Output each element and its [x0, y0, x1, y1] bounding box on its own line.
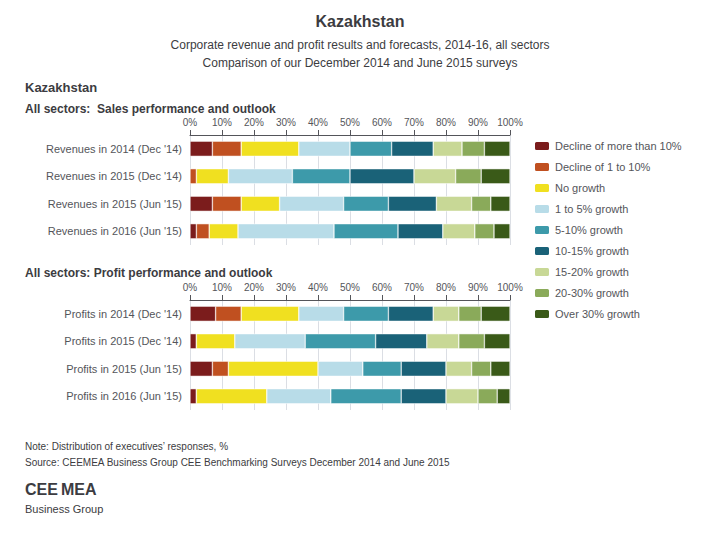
svg-text:100%: 100% — [497, 117, 523, 128]
svg-text:No growth: No growth — [555, 182, 605, 194]
svg-text:Corporate revenue and profit r: Corporate revenue and profit results and… — [171, 38, 550, 52]
svg-text:50%: 50% — [340, 117, 360, 128]
svg-text:Profits in 2016 (Jun '15): Profits in 2016 (Jun '15) — [66, 390, 182, 402]
svg-text:60%: 60% — [372, 117, 392, 128]
svg-text:5-10% growth: 5-10% growth — [555, 224, 623, 236]
svg-text:Business Group: Business Group — [25, 503, 103, 515]
svg-text:All sectors: Sales performanc: All sectors: Sales performance and outlo… — [25, 102, 276, 116]
svg-text:40%: 40% — [308, 117, 328, 128]
svg-text:Profits in 2015 (Dec '14): Profits in 2015 (Dec '14) — [64, 335, 182, 347]
svg-text:Kazakhstan: Kazakhstan — [316, 13, 405, 30]
svg-text:Kazakhstan: Kazakhstan — [25, 80, 97, 95]
svg-text:60%: 60% — [372, 282, 392, 293]
svg-text:100%: 100% — [497, 282, 523, 293]
svg-text:50%: 50% — [340, 282, 360, 293]
svg-text:20%: 20% — [244, 282, 264, 293]
svg-text:10-15% growth: 10-15% growth — [555, 245, 629, 257]
svg-text:70%: 70% — [404, 117, 424, 128]
svg-text:10%: 10% — [212, 117, 232, 128]
svg-text:Comparison of our December 201: Comparison of our December 2014 and June… — [203, 56, 518, 70]
svg-text:20-30% growth: 20-30% growth — [555, 287, 629, 299]
svg-text:10%: 10% — [212, 282, 232, 293]
svg-text:Decline of more than 10%: Decline of more than 10% — [555, 140, 682, 152]
svg-text:Over 30% growth: Over 30% growth — [555, 308, 640, 320]
svg-text:Revenues in 2016 (Jun '15): Revenues in 2016 (Jun '15) — [48, 225, 182, 237]
svg-text:Source: CEEMEA Business Group: Source: CEEMEA Business Group CEE Benchm… — [25, 457, 450, 468]
svg-text:0%: 0% — [183, 282, 198, 293]
svg-text:1 to 5% growth: 1 to 5% growth — [555, 203, 628, 215]
svg-text:30%: 30% — [276, 117, 296, 128]
svg-text:30%: 30% — [276, 282, 296, 293]
svg-text:Decline of 1 to 10%: Decline of 1 to 10% — [555, 161, 651, 173]
svg-text:CEE: CEE — [25, 481, 58, 498]
svg-text:Profits in 2015 (Jun '15): Profits in 2015 (Jun '15) — [66, 363, 182, 375]
svg-text:90%: 90% — [468, 282, 488, 293]
svg-text:MEA: MEA — [61, 481, 97, 498]
svg-text:Revenues in 2015 (Jun '15): Revenues in 2015 (Jun '15) — [48, 198, 182, 210]
svg-text:80%: 80% — [436, 282, 456, 293]
svg-text:80%: 80% — [436, 117, 456, 128]
svg-text:All sectors: Profit performanc: All sectors: Profit performance and outl… — [25, 266, 273, 280]
svg-text:0%: 0% — [183, 117, 198, 128]
svg-text:Revenues in 2014 (Dec '14): Revenues in 2014 (Dec '14) — [46, 143, 182, 155]
svg-text:40%: 40% — [308, 282, 328, 293]
svg-text:90%: 90% — [468, 117, 488, 128]
svg-text:15-20% growth: 15-20% growth — [555, 266, 629, 278]
svg-text:Profits in 2014 (Dec '14): Profits in 2014 (Dec '14) — [64, 308, 182, 320]
svg-text:20%: 20% — [244, 117, 264, 128]
svg-text:Note: Distribution of executiv: Note: Distribution of executives’ respon… — [25, 441, 228, 452]
svg-text:Revenues in 2015 (Dec '14): Revenues in 2015 (Dec '14) — [46, 170, 182, 182]
svg-text:70%: 70% — [404, 282, 424, 293]
